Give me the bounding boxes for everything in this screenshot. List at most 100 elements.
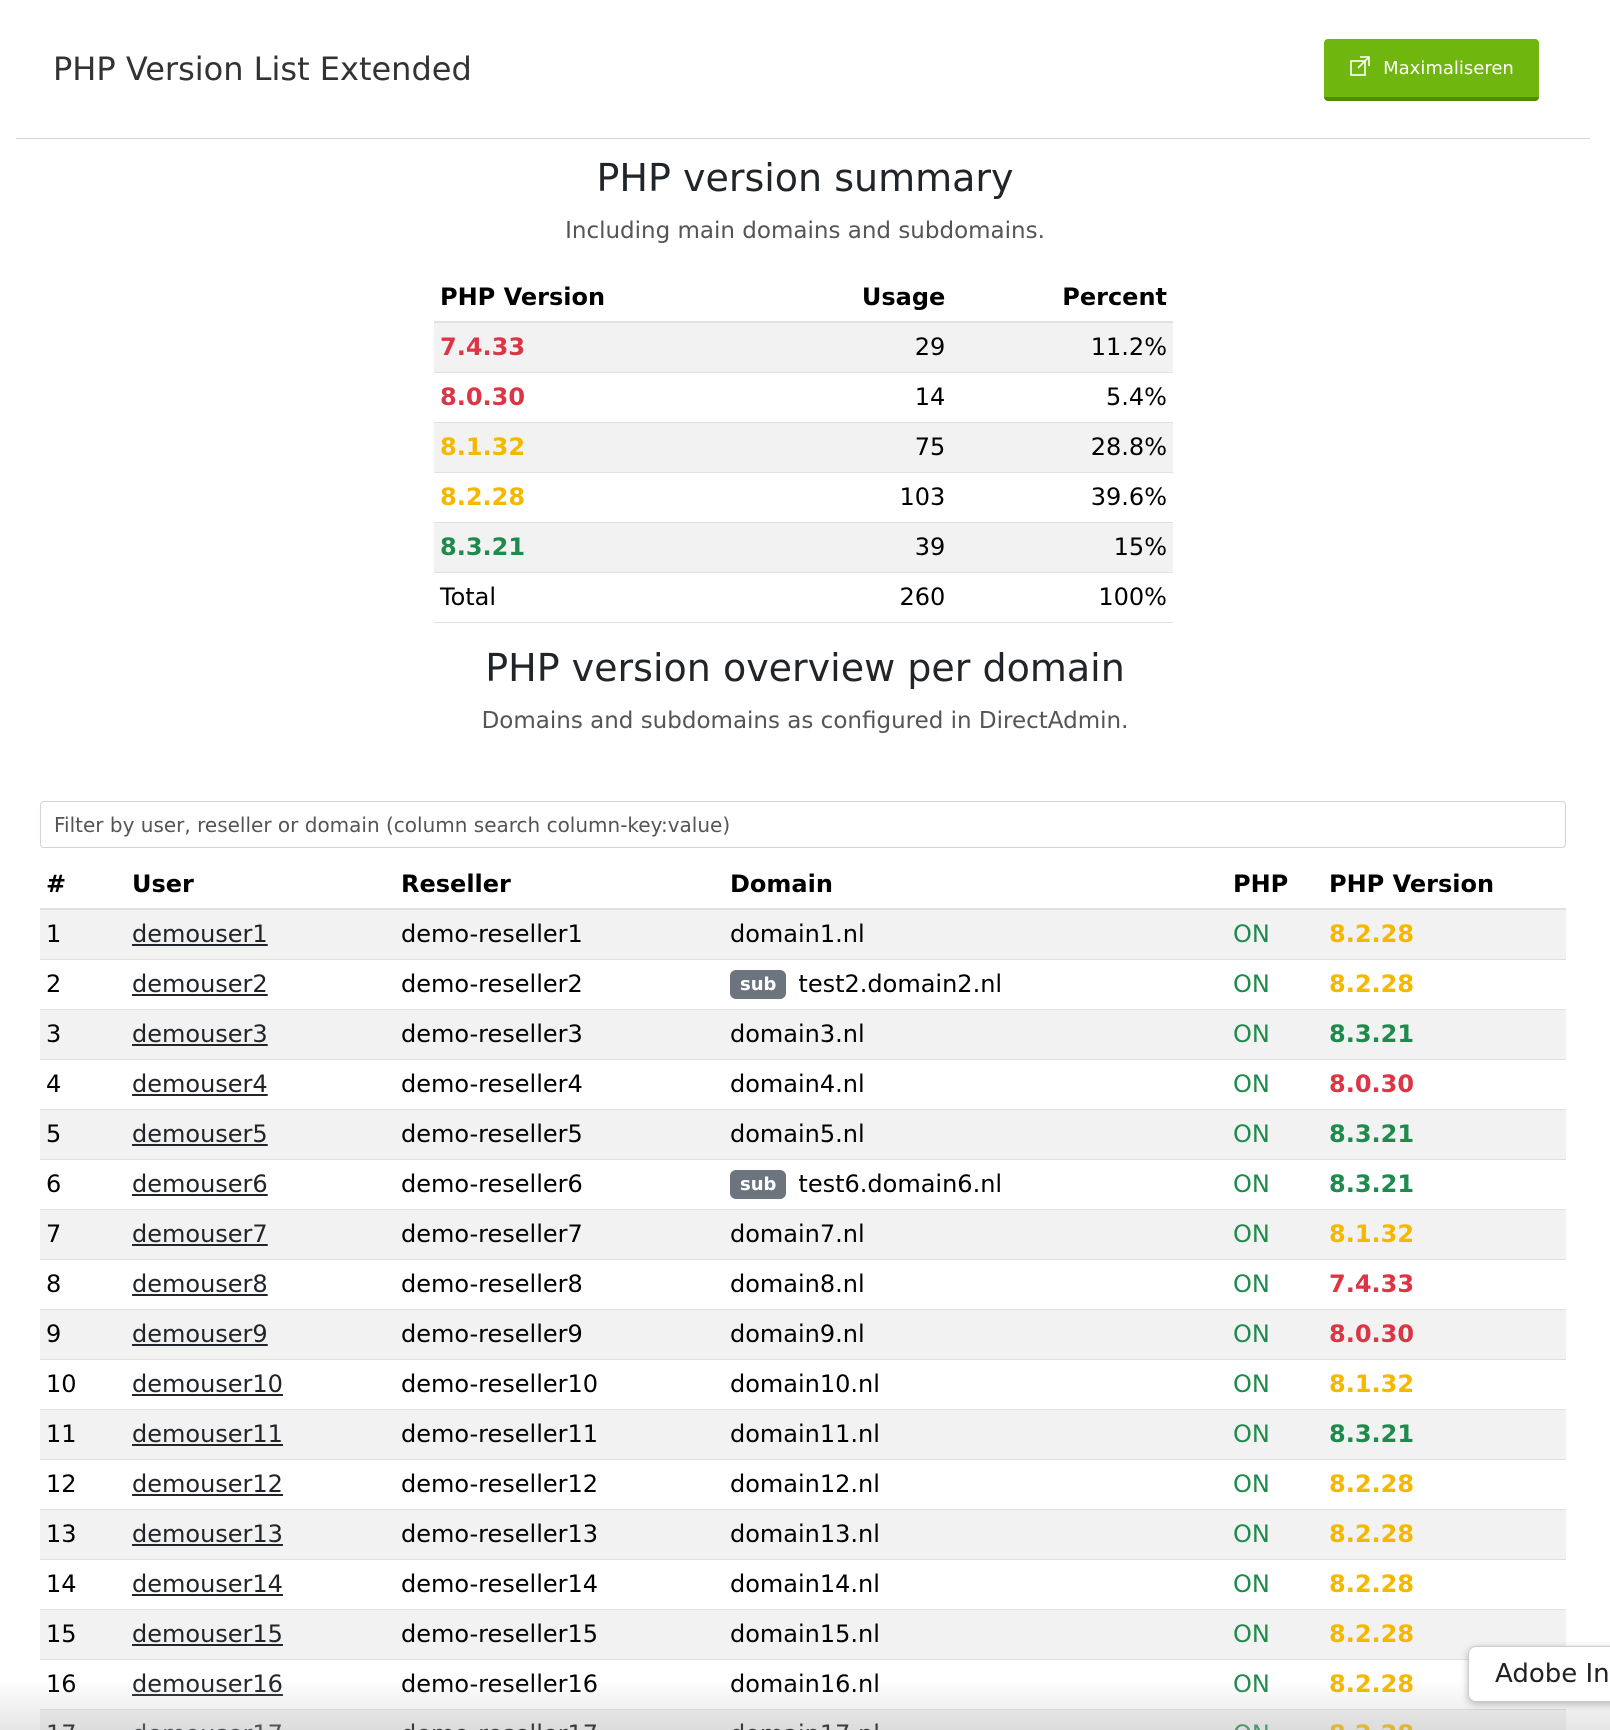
php-version: 8.0.30	[1323, 1309, 1566, 1359]
reseller-cell: demo-reseller5	[395, 1109, 724, 1159]
summary-row: 8.2.28 103 39.6%	[434, 472, 1173, 522]
php-status: ON	[1227, 1509, 1323, 1559]
summary-percent: 5.4%	[951, 372, 1173, 422]
summary-col-usage[interactable]: Usage	[770, 272, 951, 322]
php-status: ON	[1227, 1009, 1323, 1059]
reseller-cell: demo-reseller11	[395, 1409, 724, 1459]
user-link[interactable]: demouser1	[132, 920, 268, 948]
user-link[interactable]: demouser8	[132, 1270, 268, 1298]
table-row: 16 demouser16 demo-reseller16 domain16.nl ON…	[40, 1659, 1566, 1709]
php-version: 8.2.28	[1323, 1459, 1566, 1509]
domain-name: domain3.nl	[730, 1020, 865, 1048]
php-version: 8.3.21	[1323, 1409, 1566, 1459]
php-status: ON	[1227, 1709, 1323, 1730]
user-cell: demouser2	[126, 959, 395, 1009]
reseller-cell: demo-reseller8	[395, 1259, 724, 1309]
domain-name: test6.domain6.nl	[798, 1170, 1002, 1198]
summary-usage: 103	[770, 472, 951, 522]
summary-total-label: Total	[434, 572, 770, 622]
user-link[interactable]: demouser10	[132, 1370, 283, 1398]
user-link[interactable]: demouser5	[132, 1120, 268, 1148]
user-cell: demouser9	[126, 1309, 395, 1359]
filter-input[interactable]	[40, 801, 1566, 848]
domain-cell: domain17.nl	[724, 1709, 1227, 1730]
domain-cell: domain12.nl	[724, 1459, 1227, 1509]
user-link[interactable]: demouser7	[132, 1220, 268, 1248]
table-row: 9 demouser9 demo-reseller9 domain9.nl ON 8.0.…	[40, 1309, 1566, 1359]
php-status: ON	[1227, 959, 1323, 1009]
row-number: 2	[40, 959, 126, 1009]
user-cell: demouser1	[126, 909, 395, 959]
domain-name: domain13.nl	[730, 1520, 880, 1548]
row-number: 14	[40, 1559, 126, 1609]
domain-cell: domain16.nl	[724, 1659, 1227, 1709]
user-cell: demouser8	[126, 1259, 395, 1309]
summary-percent: 15%	[951, 522, 1173, 572]
sub-badge: sub	[730, 1170, 786, 1199]
php-version: 8.2.28	[1323, 909, 1566, 959]
summary-col-version[interactable]: PHP Version	[434, 272, 770, 322]
col-reseller[interactable]: Reseller	[395, 859, 724, 909]
summary-title: PHP version summary	[0, 156, 1610, 200]
domain-name: domain1.nl	[730, 920, 865, 948]
summary-row: 7.4.33 29 11.2%	[434, 322, 1173, 372]
maximize-button[interactable]: Maximaliseren	[1324, 39, 1539, 101]
user-link[interactable]: demouser3	[132, 1020, 268, 1048]
user-link[interactable]: demouser11	[132, 1420, 283, 1448]
summary-usage: 29	[770, 322, 951, 372]
user-link[interactable]: demouser15	[132, 1620, 283, 1648]
user-cell: demouser17	[126, 1709, 395, 1730]
summary-table: PHP Version Usage Percent 7.4.33 29 11.2% 8…	[434, 272, 1173, 623]
domain-cell: domain1.nl	[724, 909, 1227, 959]
user-link[interactable]: demouser4	[132, 1070, 268, 1098]
row-number: 4	[40, 1059, 126, 1109]
summary-usage: 75	[770, 422, 951, 472]
col-php-version[interactable]: PHP Version	[1323, 859, 1566, 909]
user-cell: demouser6	[126, 1159, 395, 1209]
summary-version: 8.1.32	[434, 422, 770, 472]
user-link[interactable]: demouser9	[132, 1320, 268, 1348]
php-status: ON	[1227, 1459, 1323, 1509]
domain-cell: sub test2.domain2.nl	[724, 959, 1227, 1009]
col-php[interactable]: PHP	[1227, 859, 1323, 909]
user-link[interactable]: demouser14	[132, 1570, 283, 1598]
summary-percent: 28.8%	[951, 422, 1173, 472]
summary-percent: 11.2%	[951, 322, 1173, 372]
user-link[interactable]: demouser12	[132, 1470, 283, 1498]
domain-name: domain4.nl	[730, 1070, 865, 1098]
php-status: ON	[1227, 1559, 1323, 1609]
expand-icon	[1349, 55, 1371, 82]
row-number: 8	[40, 1259, 126, 1309]
col-user[interactable]: User	[126, 859, 395, 909]
user-link[interactable]: demouser13	[132, 1520, 283, 1548]
user-link[interactable]: demouser2	[132, 970, 268, 998]
user-cell: demouser14	[126, 1559, 395, 1609]
page-title: PHP Version List Extended	[53, 50, 472, 88]
php-version: 8.3.21	[1323, 1159, 1566, 1209]
table-row: 1 demouser1 demo-reseller1 domain1.nl ON 8.2.…	[40, 909, 1566, 959]
user-link[interactable]: demouser6	[132, 1170, 268, 1198]
domain-name: domain17.nl	[730, 1720, 880, 1730]
table-row: 17demouser17demo-reseller17domain17.nlON…	[40, 1709, 1566, 1730]
user-link[interactable]: demouser17	[132, 1720, 283, 1730]
domain-cell: domain14.nl	[724, 1559, 1227, 1609]
adobe-popup[interactable]: Adobe In	[1468, 1646, 1610, 1702]
row-number: 11	[40, 1409, 126, 1459]
row-number: 12	[40, 1459, 126, 1509]
domain-cell: domain13.nl	[724, 1509, 1227, 1559]
summary-col-percent[interactable]: Percent	[951, 272, 1173, 322]
php-status: ON	[1227, 1309, 1323, 1359]
user-cell: demouser16	[126, 1659, 395, 1709]
domain-name: domain9.nl	[730, 1320, 865, 1348]
domain-name: test2.domain2.nl	[798, 970, 1002, 998]
user-cell: demouser4	[126, 1059, 395, 1109]
col-domain[interactable]: Domain	[724, 859, 1227, 909]
table-row: 6 demouser6 demo-reseller6 sub test6.domain6…	[40, 1159, 1566, 1209]
col-number[interactable]: #	[40, 859, 126, 909]
user-link[interactable]: demouser16	[132, 1670, 283, 1698]
php-status: ON	[1227, 1359, 1323, 1409]
row-number: 15	[40, 1609, 126, 1659]
table-row: 10 demouser10 demo-reseller10 domain10.nl ON…	[40, 1359, 1566, 1409]
sub-badge: sub	[730, 970, 786, 999]
php-version: 8.0.30	[1323, 1059, 1566, 1109]
